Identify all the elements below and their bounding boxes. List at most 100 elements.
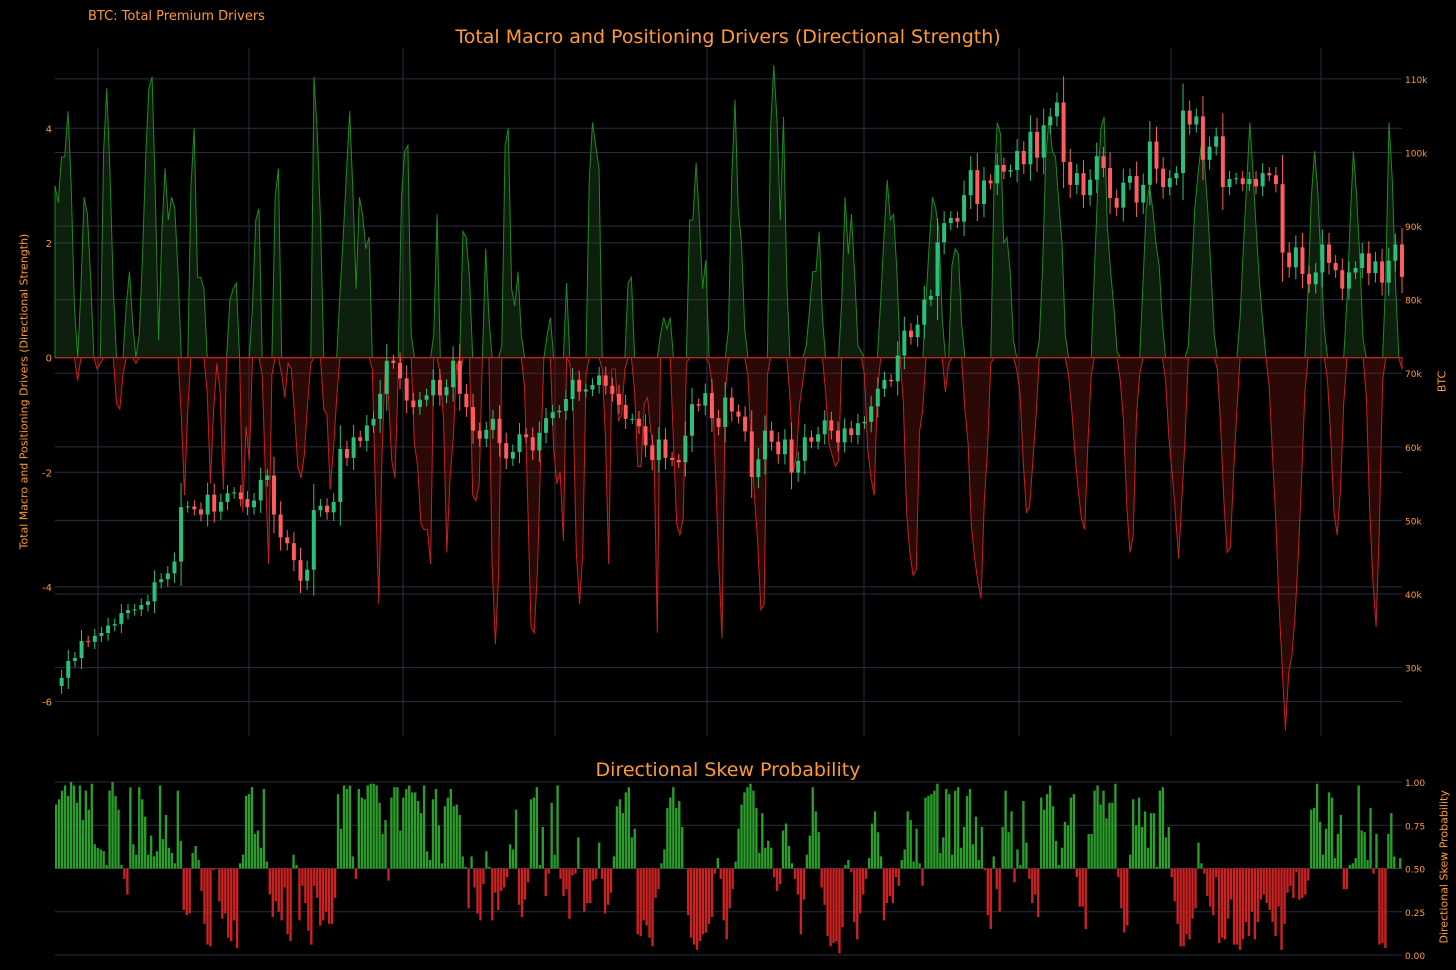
skew-bar bbox=[333, 868, 337, 898]
skew-bar bbox=[126, 868, 129, 895]
skew-bar bbox=[953, 790, 957, 869]
skew-bar bbox=[826, 868, 829, 936]
btc-candle bbox=[590, 385, 595, 390]
btc-candle bbox=[1008, 170, 1013, 172]
skew-bar bbox=[538, 865, 541, 869]
btc-candle bbox=[1154, 141, 1159, 169]
skew-bar bbox=[562, 868, 565, 897]
skew-bar bbox=[1209, 868, 1212, 907]
skew-bar bbox=[209, 868, 212, 947]
skew-bar bbox=[939, 852, 942, 869]
btc-candle bbox=[922, 299, 927, 325]
skew-bar bbox=[639, 868, 642, 936]
skew-bar bbox=[841, 868, 844, 928]
skew-bar bbox=[749, 783, 752, 869]
skew-bar bbox=[927, 795, 930, 869]
skew-bar bbox=[867, 858, 871, 869]
skew-bar bbox=[375, 785, 378, 869]
skew-bar bbox=[648, 868, 651, 938]
skew-bar bbox=[1200, 863, 1203, 869]
skew-bar bbox=[933, 790, 936, 869]
skew-bar bbox=[117, 809, 120, 869]
skew-bar bbox=[906, 811, 909, 869]
skew-bar bbox=[500, 868, 503, 891]
skew-bar bbox=[1167, 826, 1170, 869]
skew-bar bbox=[850, 868, 853, 872]
skew-bar bbox=[1111, 802, 1114, 869]
skew-bar bbox=[594, 868, 598, 879]
skew-bar bbox=[603, 868, 607, 914]
main-chart-title: Total Macro and Positioning Drivers (Dir… bbox=[455, 26, 1001, 48]
skew-bar bbox=[440, 863, 444, 869]
skew-bar bbox=[770, 847, 773, 869]
skew-bar bbox=[449, 788, 452, 869]
skew-bar bbox=[894, 868, 898, 878]
skew-bar bbox=[327, 868, 331, 924]
skew-bar bbox=[529, 799, 533, 869]
skew-bar bbox=[485, 851, 488, 869]
skew-bar bbox=[1075, 868, 1079, 878]
skew-bar bbox=[1369, 807, 1372, 869]
skew-bar bbox=[1206, 868, 1209, 897]
skew-bar bbox=[280, 868, 283, 921]
skew-bar bbox=[120, 865, 123, 869]
btc-candle bbox=[371, 418, 376, 426]
btc-candle bbox=[942, 223, 947, 243]
skew-bar bbox=[1013, 868, 1016, 883]
skew-bar bbox=[520, 868, 524, 917]
skew-bar bbox=[977, 859, 981, 869]
btc-candle bbox=[1035, 131, 1040, 158]
skew-bar bbox=[1176, 868, 1179, 924]
skew-bar bbox=[761, 813, 764, 869]
skew-bar bbox=[99, 849, 102, 869]
skew-bar bbox=[897, 868, 900, 886]
skew-bar bbox=[393, 787, 396, 869]
skew-bar bbox=[250, 787, 254, 869]
skew-bar bbox=[998, 868, 1001, 912]
btc-candle bbox=[1333, 262, 1338, 271]
btc-candle bbox=[696, 404, 701, 406]
btc-candle bbox=[1307, 273, 1312, 285]
skew-bar bbox=[1310, 809, 1313, 869]
skew-bar bbox=[1247, 868, 1251, 936]
skew-bar bbox=[1031, 868, 1034, 904]
skew-bar bbox=[847, 859, 850, 869]
skew-bar bbox=[698, 868, 702, 942]
skew-bar bbox=[968, 788, 972, 869]
skew-bar bbox=[1069, 797, 1073, 869]
skew-bar bbox=[72, 785, 76, 869]
skew-bar bbox=[678, 801, 681, 869]
skew-bar bbox=[399, 830, 402, 869]
skew-bar bbox=[1040, 797, 1043, 869]
skew-bar bbox=[864, 868, 868, 879]
skew-bar bbox=[146, 854, 150, 869]
skew-bar bbox=[645, 868, 648, 926]
btc-candle bbox=[79, 641, 84, 659]
skew-bar bbox=[197, 859, 200, 869]
skew-bar bbox=[1054, 840, 1058, 869]
skew-bar bbox=[651, 868, 654, 947]
skew-bar bbox=[452, 806, 455, 869]
skew-bar bbox=[862, 868, 865, 895]
btc-candle bbox=[981, 180, 986, 204]
skew-bar bbox=[835, 868, 838, 942]
skew-bar bbox=[1084, 868, 1087, 930]
btc-candle bbox=[451, 360, 456, 388]
btc-candle bbox=[736, 411, 741, 417]
skew-bar bbox=[81, 820, 85, 869]
skew-bar bbox=[149, 835, 153, 869]
skew-bar bbox=[657, 868, 660, 890]
skew-bar bbox=[1134, 825, 1138, 869]
skew-bar bbox=[1182, 868, 1185, 947]
skew-bar bbox=[1007, 832, 1010, 869]
btc-candle bbox=[1287, 252, 1292, 268]
btc-candle bbox=[344, 449, 349, 458]
skew-bar bbox=[583, 868, 586, 912]
skew-bar bbox=[244, 795, 248, 869]
skew-bar bbox=[1057, 865, 1061, 869]
skew-bar bbox=[235, 868, 239, 949]
skew-bar bbox=[60, 790, 64, 869]
skew-bar bbox=[185, 868, 188, 916]
skew-bar bbox=[194, 846, 197, 869]
btc-candle bbox=[955, 217, 960, 222]
